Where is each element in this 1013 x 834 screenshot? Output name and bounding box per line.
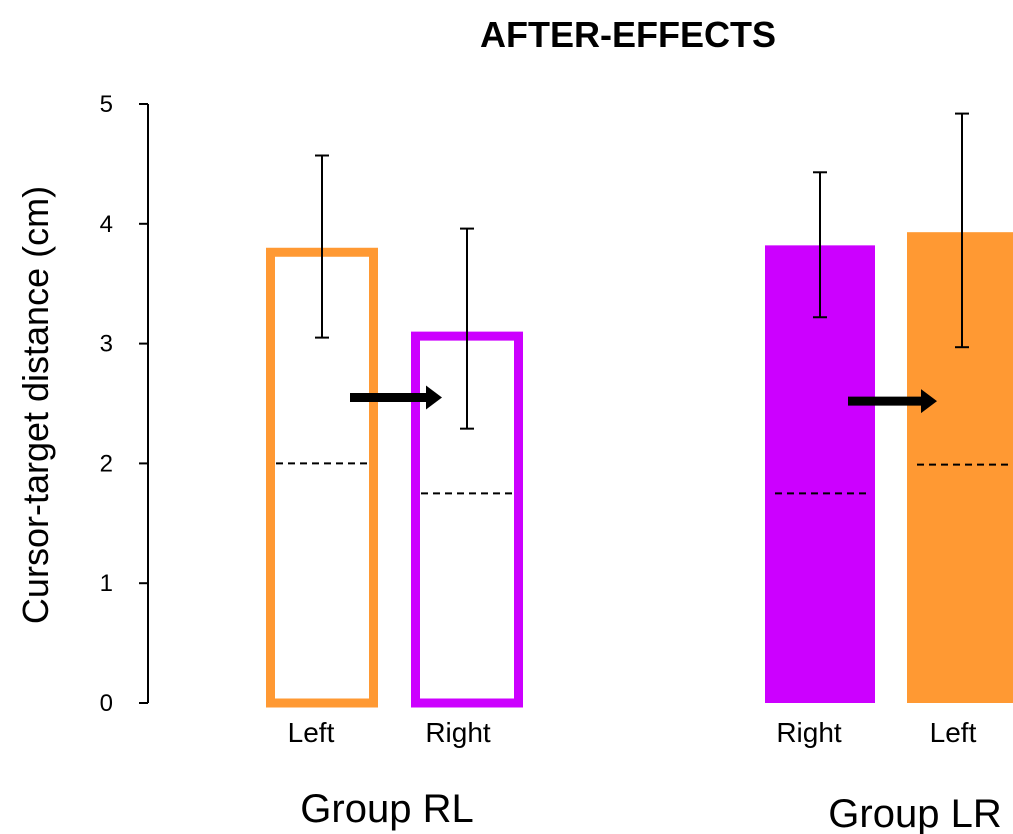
category-label-0-0: Left [288, 717, 335, 748]
category-label-1-0: Right [776, 717, 842, 748]
bar-group-lr-left [907, 232, 1013, 703]
y-axis-label: Cursor-target distance (cm) [15, 186, 56, 624]
group-label-1: Group LR [828, 792, 1001, 834]
bar-group-lr-right [765, 245, 875, 703]
arrow-head-1 [921, 389, 937, 414]
y-tick-label-3: 3 [100, 331, 113, 358]
y-tick-label-5: 5 [100, 91, 113, 118]
y-tick-label-4: 4 [100, 211, 113, 238]
group-label-0: Group RL [300, 787, 473, 831]
category-label-0-1: Right [425, 717, 491, 748]
bars [266, 112, 1013, 708]
y-tick-label-1: 1 [100, 570, 113, 597]
y-tick-label-0: 0 [100, 690, 113, 717]
y-axis: 0 1 2 3 4 5 [100, 91, 149, 717]
arrow-head-0 [426, 385, 442, 410]
chart-title: AFTER-EFFECTS [480, 14, 776, 55]
y-tick-label-2: 2 [100, 450, 113, 477]
category-label-1-1: Left [930, 717, 977, 748]
category-labels: Left Right Group RL Right Left Group LR [288, 717, 1002, 834]
